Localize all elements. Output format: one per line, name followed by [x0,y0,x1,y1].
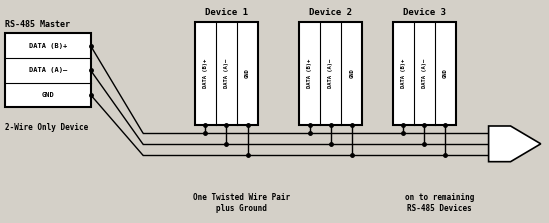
Polygon shape [489,126,541,162]
Text: Device 3: Device 3 [402,8,446,17]
Text: DATA (A)–: DATA (A)– [328,59,333,88]
Text: One Twisted Wire Pair
plus Ground: One Twisted Wire Pair plus Ground [193,193,290,213]
Bar [393,22,456,125]
Text: GND: GND [245,69,250,78]
Text: Device 2: Device 2 [309,8,352,17]
Text: Device 1: Device 1 [205,8,248,17]
Text: DATA (B)+: DATA (B)+ [307,59,312,88]
Text: on to remaining
RS-485 Devices: on to remaining RS-485 Devices [405,193,474,213]
Bar [5,33,91,107]
Text: GND: GND [42,92,54,98]
Text: 2-Wire Only Device: 2-Wire Only Device [5,123,89,132]
Text: GND: GND [349,69,354,78]
Text: DATA (B)+: DATA (B)+ [203,59,208,88]
Text: DATA (A)–: DATA (A)– [422,59,427,88]
Text: DATA (A)–: DATA (A)– [29,67,67,73]
Text: GND: GND [442,69,447,78]
Text: DATA (B)+: DATA (B)+ [29,43,67,49]
Text: DATA (A)–: DATA (A)– [224,59,229,88]
Bar [299,22,362,125]
Text: RS-485 Master: RS-485 Master [5,20,70,29]
Text: DATA (B)+: DATA (B)+ [401,59,406,88]
Bar [195,22,258,125]
